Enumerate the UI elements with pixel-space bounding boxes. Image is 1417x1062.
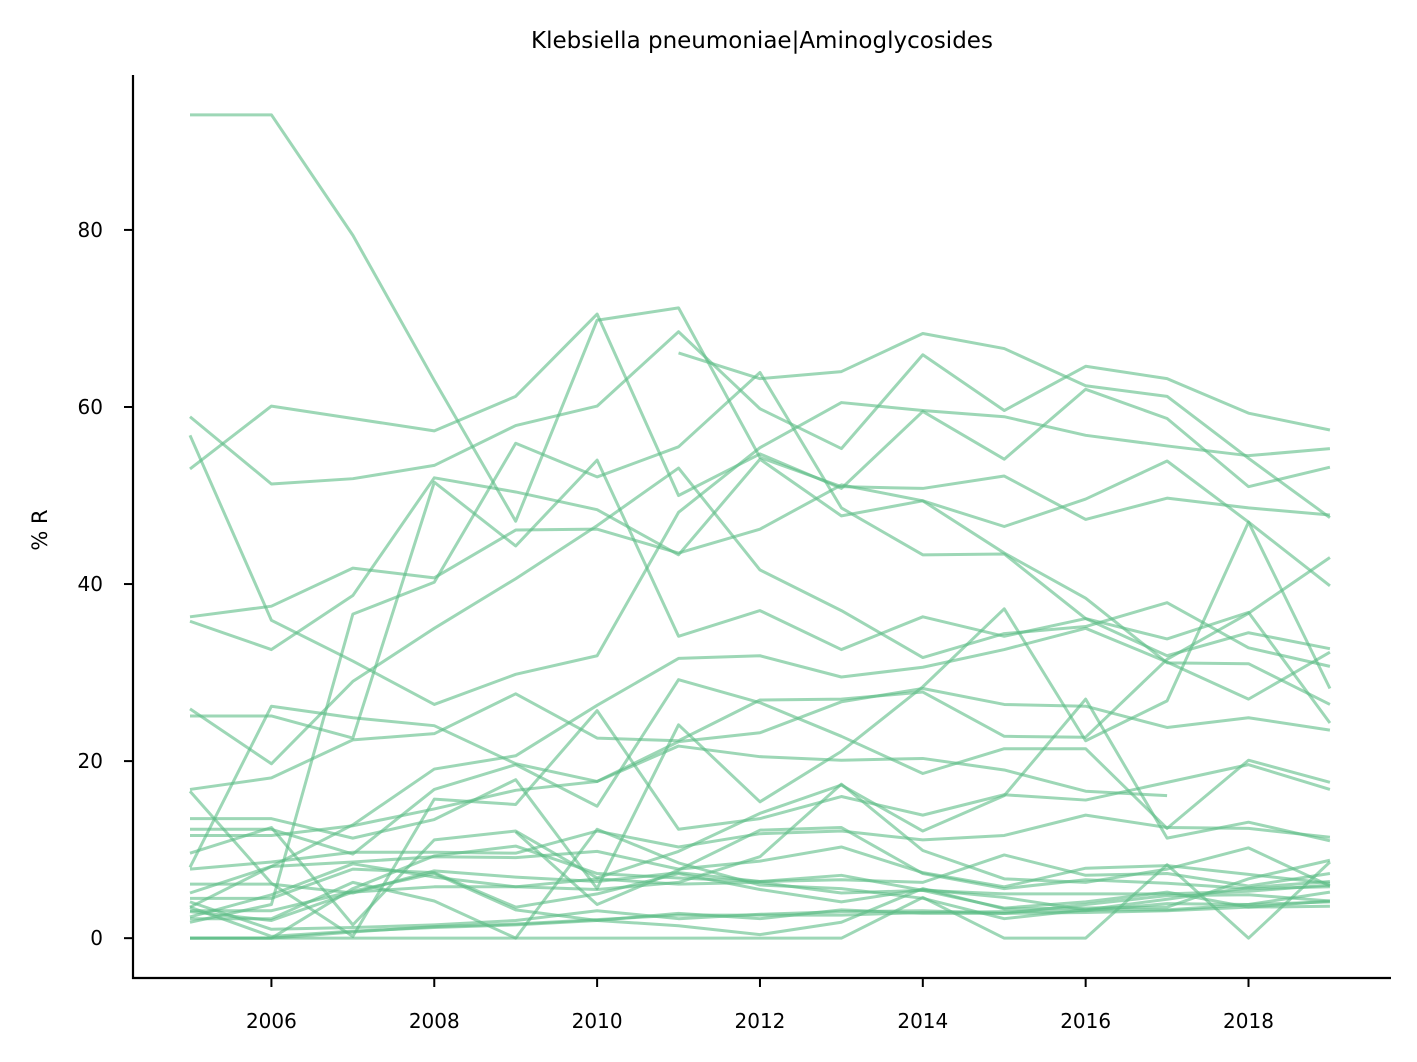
x-tick-label: 2008 xyxy=(409,1009,460,1033)
series-line-s17 xyxy=(190,746,1167,835)
y-tick-label: 0 xyxy=(90,926,103,950)
series-layer xyxy=(190,115,1330,938)
y-tick-label: 80 xyxy=(78,218,103,242)
y-tick-label: 60 xyxy=(78,395,103,419)
x-tick-label: 2006 xyxy=(246,1009,297,1033)
x-tick-label: 2016 xyxy=(1060,1009,1111,1033)
x-tick-label: 2014 xyxy=(897,1009,948,1033)
x-tick-label: 2010 xyxy=(572,1009,623,1033)
series-line-s2 xyxy=(679,334,1330,518)
y-ticks: 0 20 40 60 80 xyxy=(78,218,133,950)
y-tick-label: 40 xyxy=(78,572,103,596)
x-tick-label: 2012 xyxy=(735,1009,786,1033)
series-line-s6 xyxy=(190,461,1330,617)
series-line-s3 xyxy=(190,314,1330,495)
y-tick-label: 20 xyxy=(78,749,103,773)
series-line-s10 xyxy=(190,557,1330,789)
x-tick-label: 2018 xyxy=(1223,1009,1274,1033)
chart-title: Klebsiella pneumoniae|Aminoglycosides xyxy=(531,28,993,54)
x-ticks: 2006 2008 2010 2012 2014 2016 2018 xyxy=(246,978,1274,1033)
y-axis-label: % R xyxy=(28,509,52,550)
